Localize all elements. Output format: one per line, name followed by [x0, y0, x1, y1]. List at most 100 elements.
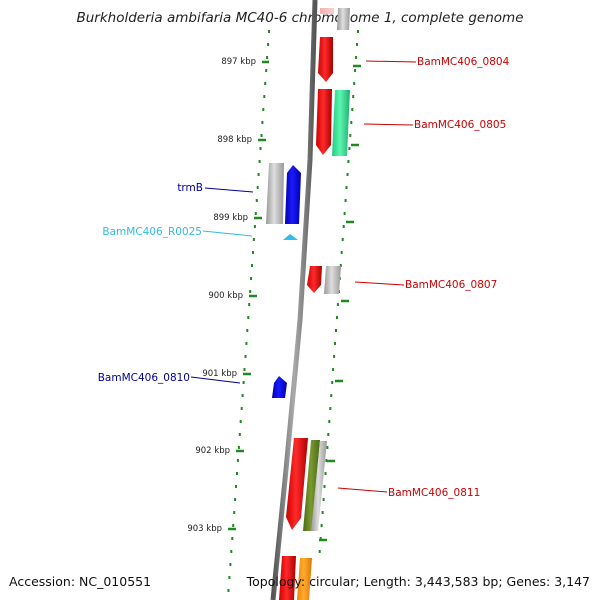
tick-901: 901 kbp — [202, 369, 251, 379]
ruler-dot — [330, 394, 333, 397]
map-title: Burkholderia ambifaria MC40-6 chromosome… — [76, 10, 524, 26]
ruler-dot — [320, 524, 323, 527]
ruler-dot — [345, 186, 348, 189]
ruler-dot — [227, 589, 230, 592]
tick-899: 899 kbp — [213, 213, 262, 223]
tick-900: 900 kbp — [208, 291, 257, 301]
ruler-dot — [260, 134, 263, 137]
ruler-dot — [339, 264, 342, 267]
gene-0810-arrow[interactable] — [272, 376, 287, 398]
ruler-dot — [237, 446, 240, 449]
ruler-dot — [241, 394, 244, 397]
gene-label-0807[interactable]: BamMC406_0807 — [405, 279, 497, 291]
ruler-dot — [250, 277, 253, 280]
ruler-dot — [242, 381, 245, 384]
ruler-dot — [266, 56, 269, 59]
ruler-dot — [332, 368, 335, 371]
tick-label: 902 kbp — [195, 446, 230, 456]
tick-label: 901 kbp — [202, 369, 237, 379]
ruler-dot — [258, 160, 261, 163]
gene-feature-orange-bottom — [297, 558, 312, 600]
ruler-dot — [248, 303, 251, 306]
ruler-dot — [351, 108, 354, 111]
gene-label-trmB[interactable]: trmB — [177, 182, 203, 194]
ruler-dot — [253, 225, 256, 228]
gene-0807-arrow[interactable] — [307, 266, 322, 293]
ruler-dot — [347, 160, 350, 163]
gene-feature-grey-0807 — [324, 266, 341, 294]
ruler-dot — [249, 290, 252, 293]
ruler-dot — [263, 95, 266, 98]
ruler-dot — [335, 329, 337, 332]
tick-label: 898 kbp — [217, 135, 252, 145]
gene-label-0804[interactable]: BamMC406_0804 — [417, 56, 510, 68]
gene-0811-arrow[interactable] — [286, 438, 308, 530]
ruler-dot — [240, 407, 243, 410]
ruler-dot — [267, 43, 270, 46]
gene-trmB-arrow[interactable] — [285, 165, 301, 224]
ruler-dot — [318, 550, 321, 553]
ruler-dot — [329, 407, 332, 410]
ruler-dot — [264, 82, 267, 85]
tick-903: 903 kbp — [187, 524, 236, 534]
ruler-dot — [252, 238, 255, 241]
gene-feature-grey-0811 — [311, 441, 327, 531]
ruler-dot — [230, 550, 233, 553]
tick-902: 902 kbp — [195, 446, 244, 456]
gene-feature-olive — [303, 440, 320, 531]
genome-backbone — [270, 0, 318, 600]
ruler-dot — [257, 173, 260, 176]
tick-label: 903 kbp — [187, 524, 222, 534]
ruler-dot — [336, 303, 339, 306]
ruler-dot — [350, 121, 353, 124]
gene-0804-arrow[interactable] — [318, 37, 333, 82]
ruler-dot — [259, 147, 262, 150]
tick-897: 897 kbp — [221, 57, 269, 67]
ruler-dot — [327, 433, 330, 436]
gene-label-R0025[interactable]: BamMC406_R0025 — [102, 226, 202, 238]
ruler-dot — [334, 342, 336, 345]
ruler-dot — [321, 511, 324, 514]
ruler-dot — [256, 186, 259, 189]
ruler-dot — [262, 108, 265, 111]
ruler-dot — [246, 329, 249, 332]
tick-898: 898 kbp — [217, 135, 266, 145]
ruler-dot — [268, 30, 270, 33]
ruler-dot — [346, 173, 349, 176]
tick-label: 897 kbp — [221, 57, 256, 67]
ruler-dot — [255, 199, 258, 202]
ruler-dot — [326, 446, 329, 449]
gene-feature-grey-top — [337, 8, 350, 30]
ruler-dot — [348, 147, 351, 150]
ruler-dot — [357, 30, 359, 33]
ruler-dot — [232, 524, 235, 527]
ruler-dot — [354, 69, 357, 72]
ruler-dot — [229, 563, 232, 566]
ruler-dot — [319, 537, 322, 540]
ruler-dot — [239, 420, 242, 423]
ruler-dot — [344, 199, 347, 202]
ruler-dot — [325, 459, 328, 462]
gene-0805-arrow[interactable] — [316, 89, 332, 155]
ruler-dot — [328, 420, 331, 423]
gene-label-0811[interactable]: BamMC406_0811 — [388, 487, 480, 499]
ruler-dot — [243, 368, 246, 371]
ruler-dot — [231, 537, 234, 540]
ruler-dot — [234, 498, 237, 501]
ruler-dot — [352, 95, 355, 98]
ruler-dot — [323, 485, 326, 488]
gene-R0025-arrow[interactable] — [283, 234, 298, 240]
ruler-dot — [244, 355, 247, 358]
ruler-dot — [261, 121, 264, 124]
gene-feature-0804-pale — [320, 8, 334, 14]
ruler-dot — [247, 316, 250, 319]
gene-feature-green — [332, 90, 350, 156]
ruler-dot — [322, 498, 325, 501]
ruler-dot — [233, 511, 236, 514]
ruler-dot — [245, 342, 248, 345]
ruler-dot — [228, 576, 231, 579]
gene-label-0810[interactable]: BamMC406_0810 — [98, 372, 190, 384]
ruler-dot — [324, 472, 327, 475]
gene-label-0805[interactable]: BamMC406_0805 — [414, 119, 506, 131]
